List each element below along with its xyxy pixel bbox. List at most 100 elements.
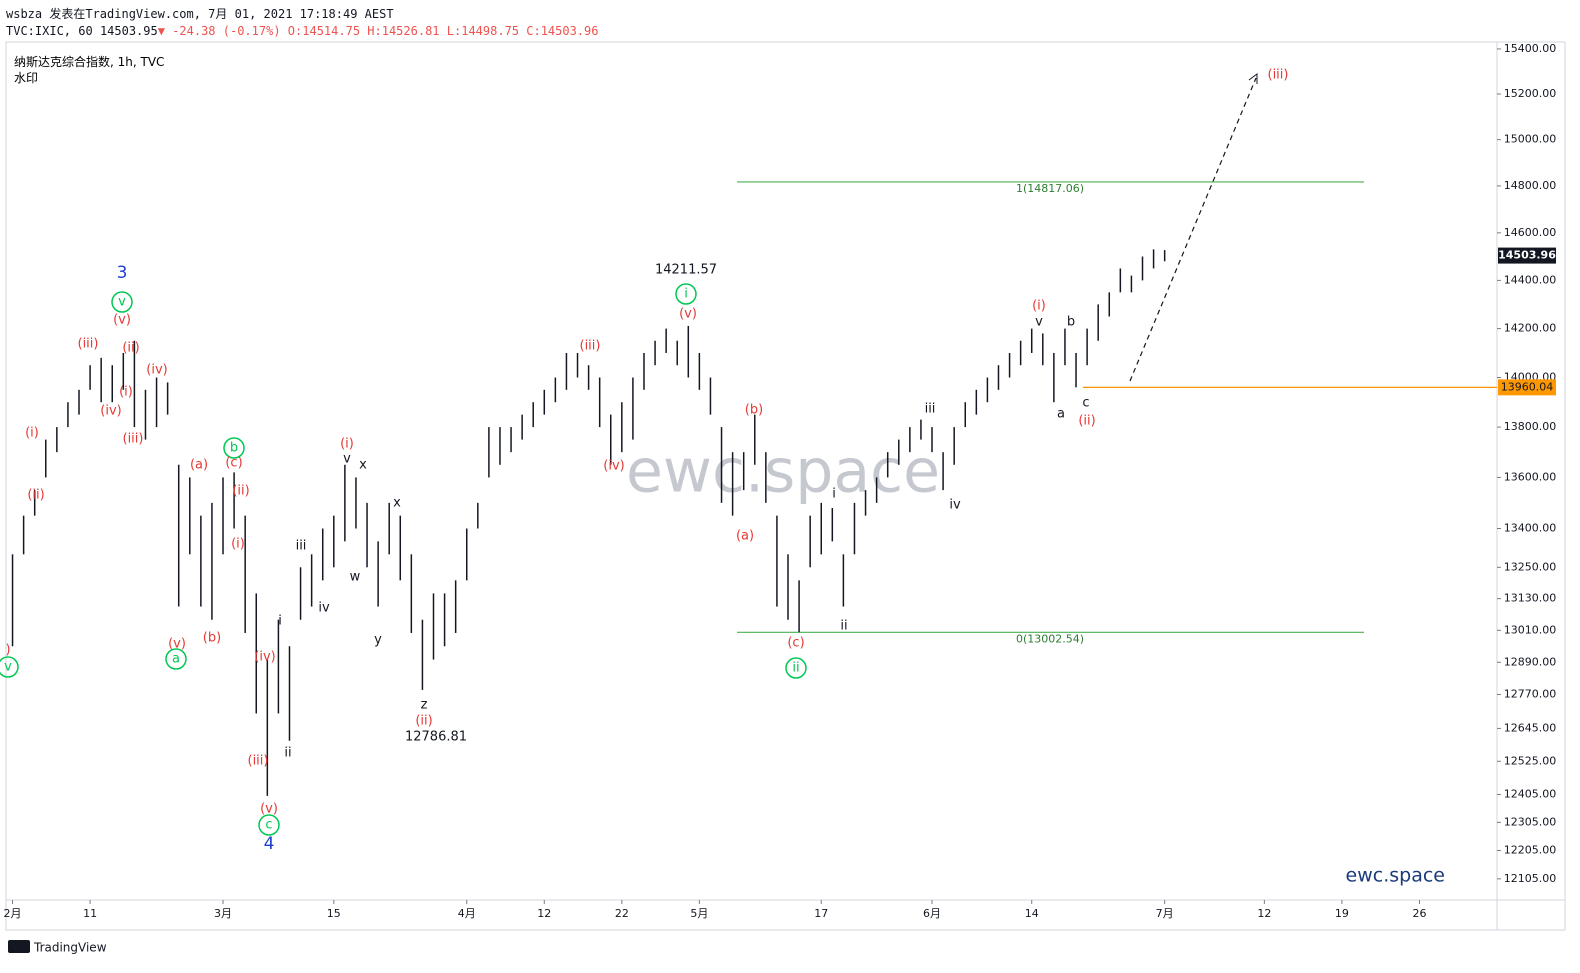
wave-label: b (230, 441, 238, 456)
y-tick-label: 14600.00 (1504, 226, 1557, 239)
open: O:14514.75 (287, 24, 361, 38)
x-tick-label: 14 (1025, 907, 1039, 920)
wave-label: (i) (25, 426, 39, 441)
low: L:14498.75 (446, 24, 520, 38)
x-tick-label: 26 (1412, 907, 1426, 920)
wave-label: (iii) (78, 337, 99, 352)
wave-circle (675, 283, 697, 305)
y-tick-label: 14200.00 (1504, 322, 1557, 335)
wave-label: (iv) (603, 459, 624, 474)
wave-label: iv (318, 601, 330, 616)
arrow-head (1248, 73, 1258, 84)
wave-label: (ii) (415, 714, 432, 729)
wave-circle (111, 291, 133, 313)
wave-label: 4 (264, 834, 275, 854)
last: 14503.95 (99, 24, 158, 38)
wave-label: (v) (260, 802, 278, 817)
support-tag-label: 13960.04 (1501, 380, 1554, 393)
wave-label: 3 (117, 263, 128, 283)
x-tick-label: 4月 (458, 907, 476, 920)
wave-label: iv (949, 498, 961, 513)
wave-label: b (1067, 315, 1075, 330)
y-tick-label: 12305.00 (1504, 815, 1557, 828)
y-tick-label: 12205.00 (1504, 844, 1557, 857)
wave-label: (v) (679, 307, 697, 322)
symbol-name: 纳斯达克综合指数, 1h, TVC (14, 54, 164, 69)
wave-label: (c) (787, 636, 804, 651)
wave-label: iii (296, 539, 307, 554)
watermark: ewc.space (626, 437, 940, 507)
y-tick-label: 12105.00 (1504, 872, 1557, 885)
x-tick-label: 19 (1335, 907, 1349, 920)
y-tick-label: 12405.00 (1504, 787, 1557, 800)
wave-label: (i) (119, 385, 133, 400)
y-tick-label: 13130.00 (1504, 592, 1557, 605)
wave-label: (ii) (122, 341, 139, 356)
wave-label: (i) (340, 437, 354, 452)
wave-label: v (4, 660, 12, 675)
wave-label: (b) (745, 403, 763, 418)
wave-label: (a) (736, 529, 754, 544)
wave-label: (iii) (1268, 68, 1289, 83)
brand: ewc.space (1346, 865, 1445, 887)
support-tag (1498, 379, 1556, 396)
wave-label: v (1035, 315, 1043, 330)
x-tick-label: 11 (83, 907, 97, 920)
wave-label: (v) (168, 637, 186, 652)
last-price-label: 14503.96 (1498, 249, 1556, 262)
wave-circle (165, 648, 187, 670)
symbol: TVC:IXIC, 60 (6, 24, 93, 38)
watermark-label: 水印 (14, 71, 38, 85)
high: H:14526.81 (367, 24, 440, 38)
x-tick-label: 7月 (1156, 907, 1174, 920)
y-tick-label: 13800.00 (1504, 420, 1557, 433)
wave-label: (v) (113, 313, 131, 328)
wave-label: ii (840, 619, 847, 634)
frame (5, 41, 1566, 931)
wave-label: (c) (225, 456, 242, 471)
header: wsbza 发表在TradingView.com, 7月 01, 2021 17… (6, 6, 599, 40)
wave-label: 12786.81 (405, 730, 467, 745)
x-tick-label: 2月 (4, 907, 22, 920)
wave-label: ii (792, 661, 799, 676)
publish-line: wsbza 发表在TradingView.com, 7月 01, 2021 17… (6, 7, 394, 21)
x-tick-label: 22 (615, 907, 629, 920)
y-tick-label: 15400.00 (1504, 42, 1557, 55)
fib-label: 0(13002.54) (1016, 632, 1084, 645)
x-tick-label: 17 (814, 907, 828, 920)
y-tick-label: 12645.00 (1504, 721, 1557, 734)
wave-label: w (350, 570, 361, 585)
wave-label: ii (284, 746, 291, 761)
y-tick-label: 12525.00 (1504, 754, 1557, 767)
wave-label: i (684, 287, 688, 302)
ohlc-line: TVC:IXIC, 60 14503.95▼ -24.38 (-0.17%) O… (6, 23, 599, 40)
y-tick-label: 14400.00 (1504, 273, 1557, 286)
wave-label: i (832, 487, 836, 502)
wave-label: (iii) (580, 339, 601, 354)
wave-circle (0, 656, 19, 678)
wave-label: (iii) (248, 754, 269, 769)
y-tick-label: 13010.00 (1504, 623, 1557, 636)
footer: TradingView (33, 941, 107, 955)
wave-label: (a) (190, 458, 208, 473)
y-tick-label: 12890.00 (1504, 655, 1557, 668)
wave-label: (iv) (100, 404, 121, 419)
x-tick-label: 5月 (690, 907, 708, 920)
wave-label: 14211.57 (655, 263, 717, 278)
y-tick-label: 15000.00 (1504, 133, 1557, 146)
wave-label: (ii) (27, 488, 44, 503)
y-tick-label: 15200.00 (1504, 87, 1557, 100)
x-tick-label: 12 (537, 907, 551, 920)
wave-label: y (374, 633, 382, 648)
wave-label: (iii) (123, 432, 144, 447)
y-tick-label: 12770.00 (1504, 688, 1557, 701)
wave-label: (ii) (1078, 414, 1095, 429)
change: ▼ -24.38 (-0.17%) (157, 24, 281, 38)
wave-label: c (265, 818, 272, 833)
wave-label: ) (5, 643, 10, 658)
wave-circle (785, 657, 807, 679)
wave-label: x (359, 458, 367, 473)
x-tick-label: 12 (1257, 907, 1271, 920)
